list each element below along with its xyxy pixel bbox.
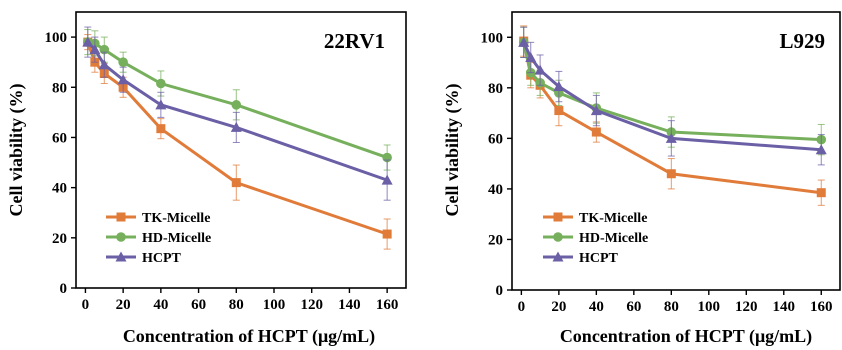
x-tick-label: 80 [229, 297, 244, 313]
x-tick-label: 0 [518, 299, 526, 315]
y-tick-label: 0 [496, 283, 504, 299]
x-tick-label: 60 [191, 297, 206, 313]
series-line [86, 41, 388, 182]
data-point [82, 36, 94, 47]
legend: TK-Micelle HD-Micelle HCPT [543, 211, 648, 266]
data-point [230, 121, 242, 132]
data-point [590, 105, 602, 116]
data-point [815, 144, 827, 155]
x-tick-label: 60 [626, 299, 641, 315]
legend-label: HD-Micelle [579, 231, 648, 246]
panel-title: L929 [779, 29, 825, 53]
y-tick-label: 60 [52, 130, 67, 146]
y-tick-label: 40 [52, 181, 67, 197]
series-hcpt [82, 26, 393, 201]
data-point [553, 81, 565, 92]
data-point [518, 36, 530, 47]
legend-marker [115, 251, 127, 262]
legend-marker [116, 232, 126, 242]
plot-frame [75, 11, 407, 289]
y-tick-label: 80 [52, 80, 67, 96]
data-point [381, 174, 393, 185]
x-tick-label: 80 [664, 299, 679, 315]
y-tick-label: 60 [488, 131, 503, 147]
data-point [117, 74, 129, 85]
y-tick-label: 0 [60, 281, 68, 297]
x-tick-label: 140 [773, 299, 796, 315]
legend-label: HCPT [579, 251, 619, 266]
y-tick-label: 20 [488, 232, 503, 248]
legend: TK-Micelle HD-Micelle HCPT [106, 211, 211, 266]
data-point [118, 57, 128, 67]
data-point [98, 59, 110, 70]
data-point [155, 99, 167, 110]
chart-panel-22rv1: Cell viability (%) Concentration of HCPT… [6, 11, 407, 347]
data-point [156, 124, 166, 134]
data-point [554, 106, 564, 116]
x-tick-label: 120 [735, 299, 758, 315]
data-point [665, 132, 677, 143]
data-point [666, 169, 676, 179]
y-tick-label: 100 [45, 30, 68, 46]
x-tick-label: 20 [116, 297, 131, 313]
legend-label: HCPT [142, 251, 182, 266]
legend-label: TK-Micelle [142, 211, 210, 226]
data-point [89, 44, 101, 55]
x-tick-label: 100 [263, 297, 286, 313]
x-tick-label: 120 [300, 297, 323, 313]
series-hcpt [518, 26, 827, 166]
legend-label: TK-Micelle [579, 211, 647, 226]
data-point [231, 178, 241, 188]
legend-marker [553, 212, 563, 222]
data-point [382, 229, 392, 239]
x-tick-label: 160 [810, 299, 833, 315]
y-axis-title: Cell viability (%) [6, 84, 27, 217]
y-tick-label: 40 [488, 182, 503, 198]
plot-frame [511, 11, 841, 291]
legend-label: HD-Micelle [142, 231, 211, 246]
y-tick-label: 100 [481, 30, 504, 46]
x-tick-label: 40 [153, 297, 168, 313]
x-tick-label: 0 [82, 297, 90, 313]
x-axis-title: Concentration of HCPT (μg/mL) [123, 326, 375, 347]
x-tick-label: 100 [698, 299, 721, 315]
panel-title: 22RV1 [324, 29, 385, 53]
y-tick-label: 80 [488, 81, 503, 97]
x-axis-title: Concentration of HCPT (μg/mL) [560, 326, 812, 347]
data-point [525, 51, 537, 62]
data-point [534, 64, 546, 75]
data-point [231, 100, 242, 110]
legend-marker [553, 232, 563, 242]
data-point [591, 127, 601, 137]
data-point [156, 78, 166, 89]
series-line [86, 41, 388, 236]
x-tick-label: 40 [589, 299, 604, 315]
x-tick-label: 160 [376, 297, 399, 313]
legend-marker [552, 251, 564, 262]
chart-panel-l929: Cell viability (%) Concentration of HCPT… [442, 11, 841, 347]
x-tick-label: 140 [338, 297, 361, 313]
x-tick-label: 20 [551, 299, 566, 315]
y-tick-label: 20 [52, 231, 67, 247]
legend-marker [116, 212, 126, 222]
y-axis-title: Cell viability (%) [442, 84, 463, 217]
data-point [816, 188, 826, 198]
